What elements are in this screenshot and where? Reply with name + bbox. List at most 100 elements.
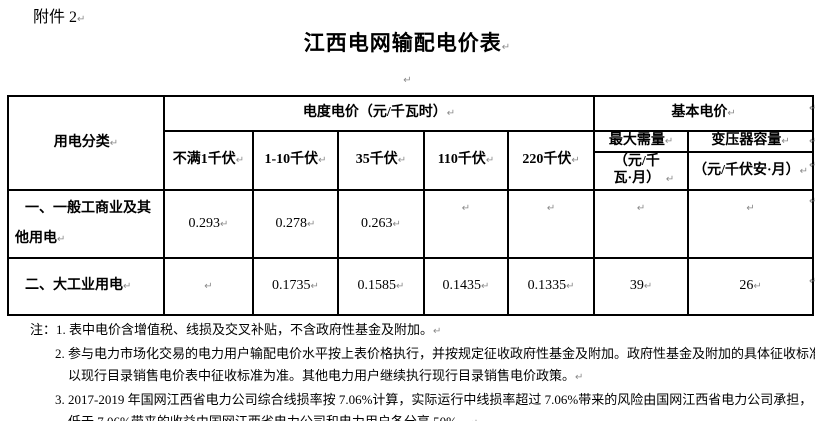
paragraph-mark-icon: ↵	[799, 165, 809, 177]
header-basic-price: 基本电价↵	[593, 95, 815, 132]
data-cell-value: 26	[739, 278, 754, 294]
paragraph-mark-icon: ↵	[204, 281, 213, 293]
paragraph-mark-icon: ↵	[746, 203, 755, 214]
header-transformer-capacity-text: 变压器容量	[711, 133, 782, 149]
note-line: 注：1. 表中电价含增值税、线损及交叉补贴，不含政府性基金及附加。↵	[30, 319, 815, 343]
note-text: 1. 表中电价含增值税、线损及交叉补贴，不含政府性基金及附加。	[56, 322, 434, 337]
data-cell: 39↵	[593, 257, 690, 316]
paragraph-mark-icon: ↵	[485, 155, 495, 167]
row-end-mark-icon: ↵	[809, 160, 815, 171]
page-title: 江西电网输配电价表↵	[0, 27, 815, 57]
header-usage-category-text: 用电分类	[53, 134, 110, 150]
row-category-text: 二、大工业用电	[25, 278, 123, 293]
paragraph-mark-icon: ↵	[235, 155, 245, 167]
table-row: 二、大工业用电↵ ↵ 0.1735↵ 0.1585↵ 0.1435↵ 0.133…	[7, 257, 815, 316]
paragraph-mark-icon: ↵	[643, 281, 653, 293]
notes-label: 注：	[30, 322, 57, 337]
table-row: 一、一般工商业及其他用电↵ 0.293↵ 0.278↵ 0.263↵ ↵ ↵ ↵…	[7, 189, 815, 259]
data-cell: 0.1735↵	[252, 257, 339, 316]
paragraph-mark-icon: ↵	[307, 218, 316, 230]
table-header-row: 用电分类↵ 电度电价（元/千瓦时）↵ 基本电价↵	[7, 95, 815, 191]
empty-paragraph: ↵	[0, 70, 815, 88]
header-voltage-220kv: 220千伏↵	[506, 130, 596, 191]
data-cell-value: 0.293	[188, 215, 221, 231]
paragraph-mark-icon: ↵	[446, 108, 456, 120]
header-transformer-unit: （元/千伏安·月）↵	[687, 151, 815, 191]
paragraph-mark-icon: ↵	[310, 281, 319, 293]
paragraph-mark-icon: ↵	[396, 281, 405, 293]
attachment-label: 附件 2↵	[33, 3, 85, 27]
paragraph-mark-icon: ↵	[781, 136, 790, 148]
data-cell: 0.1585↵	[337, 257, 425, 316]
row-end-mark-icon: ↵	[809, 136, 815, 147]
note-text: 以现行目录销售电价表中征收标准为准。其他电力用户继续执行现行目录销售电价政策。	[68, 368, 576, 383]
paragraph-mark-icon: ↵	[109, 137, 119, 149]
row-end-mark-icon: ↵	[809, 103, 815, 114]
header-voltage-text: 35千伏	[355, 152, 398, 168]
page-title-text: 江西电网输配电价表	[303, 31, 502, 55]
data-cell: 0.1435↵	[423, 257, 509, 316]
note-text: 低于 7.06%带来的收益由国网江西省电力公司和电力用户各分享 50%。	[68, 414, 470, 421]
row-end-mark-icon: ↵	[809, 196, 815, 207]
paragraph-mark-icon: ↵	[753, 281, 762, 293]
header-max-demand-text: 最大需量	[608, 133, 665, 149]
data-cell-value: 0.1735	[272, 278, 311, 294]
header-voltage-text: 110千伏	[437, 152, 486, 168]
paragraph-mark-icon: ↵	[397, 155, 407, 167]
paragraph-mark-icon: ↵	[665, 174, 675, 186]
header-max-demand-unit: （元/千瓦·月） ↵	[593, 151, 690, 191]
paragraph-mark-icon: ↵	[123, 281, 132, 292]
header-voltage-text: 不满1千伏	[172, 152, 236, 168]
paragraph-mark-icon: ↵	[318, 155, 327, 167]
data-cell: 0.263↵	[337, 189, 425, 259]
data-cell-value: 0.1585	[357, 278, 397, 294]
paragraph-mark-icon: ↵	[220, 218, 229, 230]
row-end-mark-icon: ↵	[809, 276, 815, 287]
header-energy-price-text: 电度电价（元/千瓦时）	[302, 105, 447, 121]
table-subheader-row: 不满1千伏↵ 1-10千伏↵ 35千伏↵ 110千伏↵ 220千伏↵ 最大需量↵…	[8, 130, 815, 191]
data-cell-value: 39	[629, 278, 644, 294]
note-line: 3. 2017-2019 年国网江西省电力公司综合线损率按 7.06%计算，实际…	[55, 389, 815, 411]
header-voltage-text: 1-10千伏	[264, 152, 319, 168]
paragraph-mark-icon: ↵	[392, 218, 401, 230]
header-max-demand: 最大需量↵	[593, 130, 690, 153]
header-max-demand-unit-text: （元/千瓦·月）	[613, 154, 661, 187]
header-voltage-under1kv: 不满1千伏↵	[163, 130, 254, 191]
note-line: 2. 参与电力市场化交易的电力用户输配电价水平按上表价格执行，并按规定征收政府性…	[55, 343, 815, 365]
row-category: 二、大工业用电↵	[7, 257, 165, 316]
data-cell-value: 0.278	[275, 215, 308, 231]
header-basic-price-text: 基本电价	[671, 105, 728, 121]
paragraph-mark-icon: ↵	[664, 136, 674, 148]
data-cell-value: 0.1335	[527, 278, 567, 294]
data-cell-empty: ↵	[506, 189, 596, 259]
header-voltage-35kv: 35千伏↵	[337, 130, 425, 191]
header-transformer-unit-text: （元/千伏安·月）	[693, 162, 800, 178]
data-cell-empty: ↵	[423, 189, 509, 259]
header-voltage-110kv: 110千伏↵	[423, 130, 509, 191]
data-cell: 0.293↵	[163, 189, 254, 259]
paragraph-mark-icon: ↵	[470, 418, 478, 421]
header-energy-price: 电度电价（元/千瓦时）↵	[162, 95, 596, 132]
header-usage-category: 用电分类↵	[7, 95, 165, 191]
data-cell: 0.1335↵	[506, 257, 596, 316]
paragraph-mark-icon: ↵	[546, 203, 556, 214]
data-cell: 26↵	[687, 257, 815, 316]
paragraph-mark-icon: ↵	[481, 281, 490, 293]
data-cell-value: 0.1435	[442, 278, 482, 294]
note-line: 低于 7.06%带来的收益由国网江西省电力公司和电力用户各分享 50%。↵	[68, 411, 815, 421]
paragraph-mark-icon: ↵	[403, 75, 412, 86]
paragraph-mark-icon: ↵	[727, 108, 736, 120]
table-unit-row: （元/千瓦·月） ↵ （元/千伏安·月）↵	[8, 151, 815, 191]
attachment-label-text: 附件 2	[33, 9, 78, 26]
notes-section: 注：1. 表中电价含增值税、线损及交叉补贴，不含政府性基金及附加。↵ 2. 参与…	[30, 319, 815, 421]
paragraph-mark-icon: ↵	[57, 233, 66, 245]
row-category-text: 一、一般工商业及其他用电	[15, 200, 151, 246]
data-cell-empty: ↵	[687, 189, 815, 259]
row-category: 一、一般工商业及其他用电↵	[7, 189, 165, 259]
header-voltage-text: 220千伏	[522, 152, 572, 168]
data-cell-empty: ↵	[163, 257, 254, 316]
data-cell-value: 0.263	[361, 215, 393, 231]
header-voltage-1-10kv: 1-10千伏↵	[252, 130, 339, 191]
paragraph-mark-icon: ↵	[566, 281, 575, 293]
